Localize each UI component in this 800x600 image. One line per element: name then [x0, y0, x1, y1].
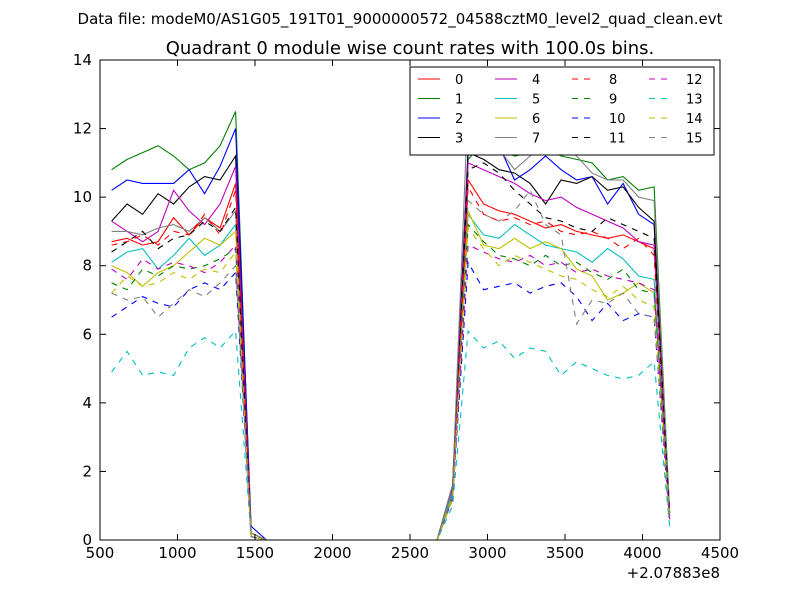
legend-label-15: 15	[686, 132, 703, 147]
x-offset-label: +2.07883e8	[627, 564, 720, 582]
x-tick-label: 3500	[546, 544, 584, 562]
x-tick-label: 1500	[236, 544, 274, 562]
y-tick-label: 8	[82, 257, 92, 275]
y-tick-label: 2	[82, 462, 92, 480]
legend-label-7: 7	[532, 132, 540, 147]
x-tick-label: 500	[86, 544, 115, 562]
y-tick-label: 6	[82, 325, 92, 343]
legend-label-6: 6	[532, 112, 540, 127]
y-tick-label: 12	[73, 120, 92, 138]
legend-label-12: 12	[686, 73, 703, 88]
chart-title: Quadrant 0 module wise count rates with …	[166, 38, 655, 59]
y-tick-label: 10	[73, 188, 92, 206]
x-tick-label: 3000	[468, 544, 506, 562]
x-tick-label: 2500	[391, 544, 429, 562]
legend-label-10: 10	[609, 112, 626, 127]
x-axis: 500 1000 1500 2000 2500 3000 3500 4000 4500	[86, 60, 739, 562]
x-tick-label: 1000	[158, 544, 196, 562]
y-tick-label: 14	[73, 51, 92, 69]
legend-label-13: 13	[686, 93, 703, 108]
legend-label-1: 1	[455, 93, 463, 108]
legend-label-3: 3	[455, 132, 463, 147]
chart-suptitle: Data file: modeM0/AS1G05_191T01_90000005…	[78, 10, 723, 29]
legend-label-9: 9	[609, 93, 617, 108]
legend-label-2: 2	[455, 112, 463, 127]
legend-box	[409, 66, 715, 156]
series-line-13	[111, 329, 671, 541]
legend-label-5: 5	[532, 93, 540, 108]
legend-label-11: 11	[609, 132, 626, 147]
legend-label-14: 14	[686, 112, 703, 127]
y-tick-label: 4	[82, 394, 92, 412]
legend-label-0: 0	[455, 73, 463, 88]
y-tick-label: 0	[82, 531, 92, 549]
legend-label-8: 8	[609, 73, 617, 88]
series-line-9	[111, 223, 671, 541]
legend-label-4: 4	[532, 73, 540, 88]
series-line-15	[111, 189, 671, 541]
x-tick-label: 4000	[623, 544, 661, 562]
x-tick-label: 2000	[313, 544, 351, 562]
x-tick-label: 4500	[701, 544, 739, 562]
series-line-12	[111, 243, 671, 541]
